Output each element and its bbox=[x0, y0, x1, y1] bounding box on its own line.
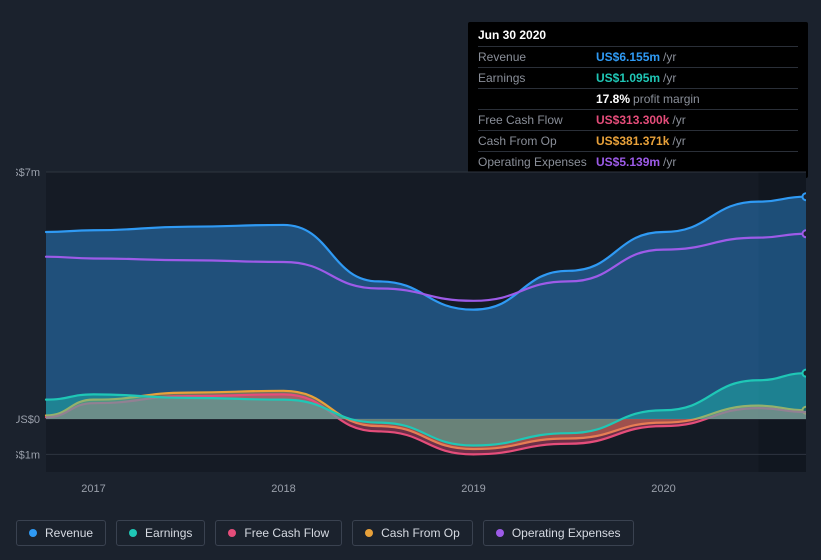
x-axis-label: 2020 bbox=[651, 483, 675, 495]
legend-item[interactable]: Revenue bbox=[16, 520, 106, 546]
tooltip-value: US$6.155m bbox=[596, 49, 660, 65]
legend-item[interactable]: Cash From Op bbox=[352, 520, 473, 546]
legend-label: Free Cash Flow bbox=[244, 526, 329, 540]
financials-chart[interactable]: US$7m US$0 -US$1m 2017 2018 2019 2020 bbox=[16, 150, 806, 510]
y-axis-label: US$7m bbox=[16, 167, 40, 179]
legend-item[interactable]: Operating Expenses bbox=[483, 520, 634, 546]
tooltip-row: Earnings US$1.095m /yr bbox=[478, 67, 798, 88]
legend-item[interactable]: Earnings bbox=[116, 520, 205, 546]
tooltip-label: Cash From Op bbox=[478, 133, 596, 149]
x-axis-label: 2017 bbox=[81, 483, 105, 495]
tooltip-value: US$381.371k bbox=[596, 133, 669, 149]
legend-dot-icon bbox=[365, 529, 373, 537]
legend-label: Operating Expenses bbox=[512, 526, 621, 540]
tooltip-label bbox=[478, 91, 596, 107]
tooltip-suffix: /yr bbox=[672, 133, 685, 149]
tooltip-value: US$313.300k bbox=[596, 112, 669, 128]
legend-label: Revenue bbox=[45, 526, 93, 540]
legend-label: Cash From Op bbox=[381, 526, 460, 540]
x-axis-label: 2019 bbox=[461, 483, 485, 495]
tooltip-suffix: /yr bbox=[663, 49, 676, 65]
legend-dot-icon bbox=[496, 529, 504, 537]
tooltip-date: Jun 30 2020 bbox=[478, 28, 798, 46]
tooltip-value: US$1.095m bbox=[596, 70, 660, 86]
tooltip-label: Earnings bbox=[478, 70, 596, 86]
tooltip-label: Revenue bbox=[478, 49, 596, 65]
tooltip-row: Free Cash Flow US$313.300k /yr bbox=[478, 109, 798, 130]
chart-legend: Revenue Earnings Free Cash Flow Cash Fro… bbox=[16, 520, 634, 546]
tooltip-row: Revenue US$6.155m /yr bbox=[478, 46, 798, 67]
tooltip-row: 17.8% profit margin bbox=[478, 88, 798, 109]
y-axis-label: -US$1m bbox=[16, 449, 40, 461]
legend-label: Earnings bbox=[145, 526, 192, 540]
x-axis-label: 2018 bbox=[271, 483, 295, 495]
tooltip-suffix: profit margin bbox=[633, 91, 700, 107]
legend-dot-icon bbox=[129, 529, 137, 537]
tooltip-suffix: /yr bbox=[672, 112, 685, 128]
tooltip-label: Free Cash Flow bbox=[478, 112, 596, 128]
y-axis-label: US$0 bbox=[16, 414, 40, 426]
tooltip-suffix: /yr bbox=[663, 70, 676, 86]
legend-dot-icon bbox=[29, 529, 37, 537]
legend-item[interactable]: Free Cash Flow bbox=[215, 520, 342, 546]
tooltip-row: Cash From Op US$381.371k /yr bbox=[478, 130, 798, 151]
legend-dot-icon bbox=[228, 529, 236, 537]
tooltip-value: 17.8% bbox=[596, 91, 630, 107]
